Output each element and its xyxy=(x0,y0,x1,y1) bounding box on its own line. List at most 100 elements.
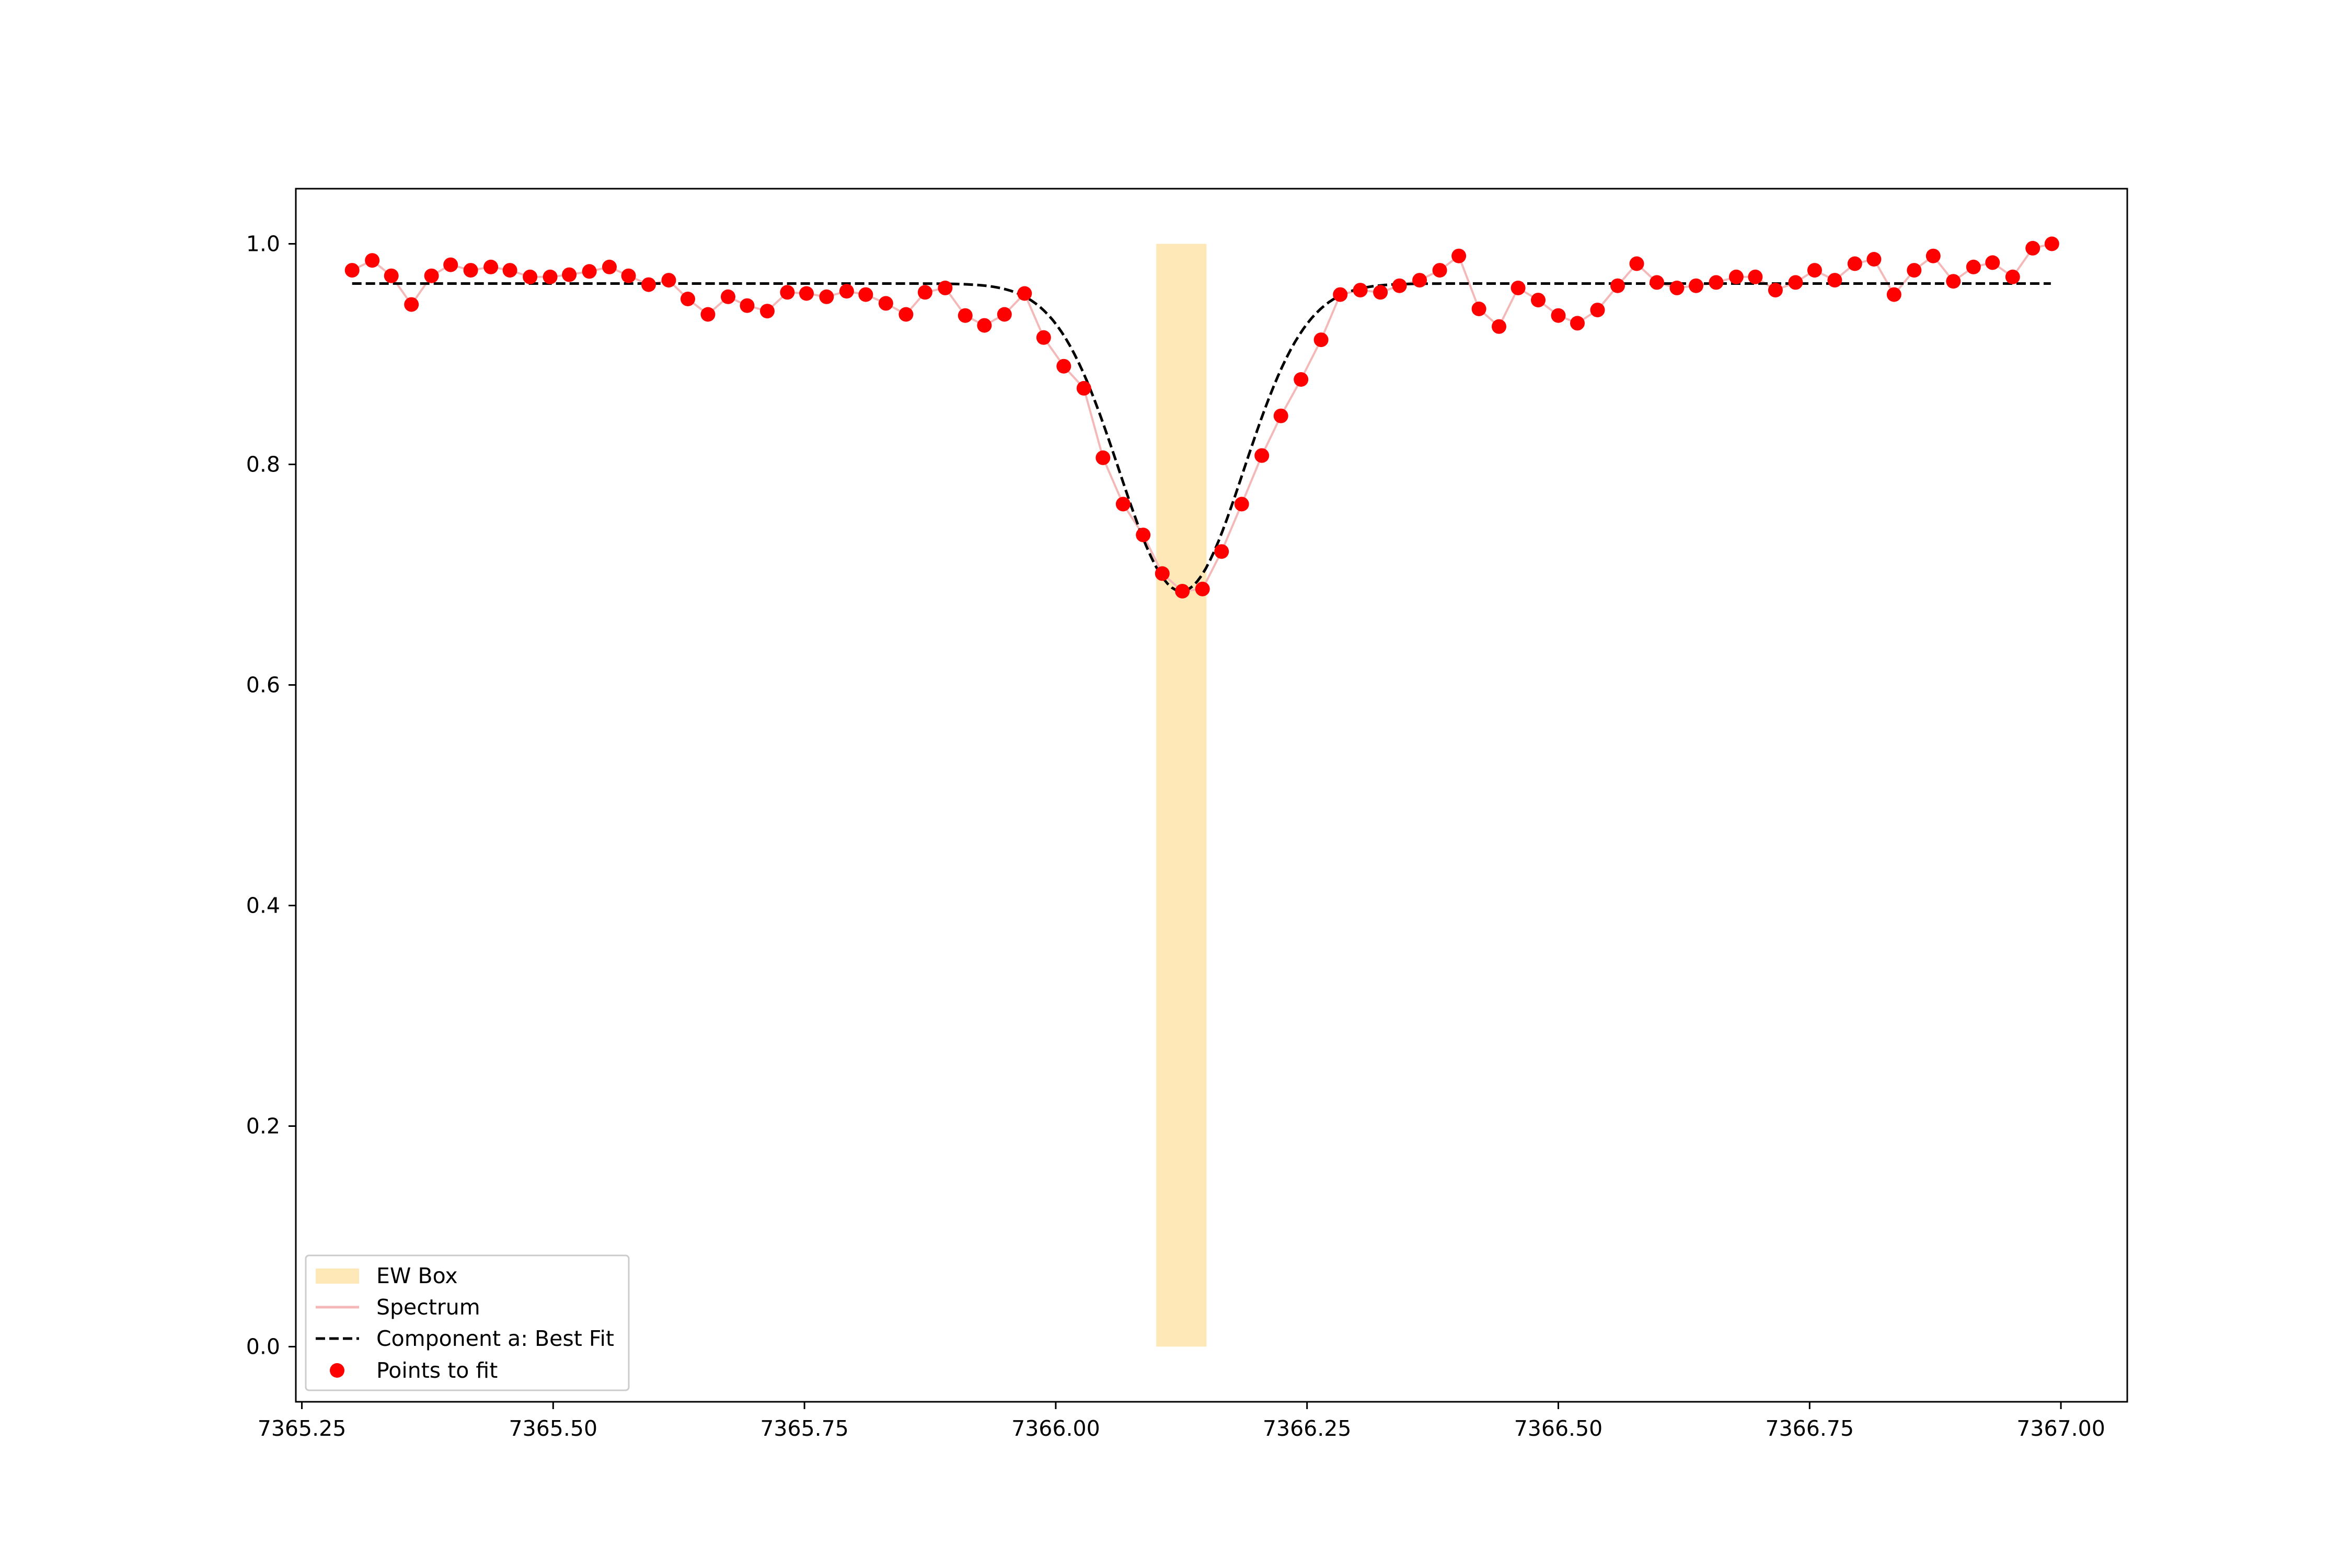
data-point xyxy=(681,292,695,306)
data-point xyxy=(661,273,676,288)
data-point xyxy=(1392,278,1407,293)
data-point xyxy=(1115,497,1131,512)
data-point xyxy=(602,259,617,274)
data-point xyxy=(1847,256,1862,271)
data-point xyxy=(1471,302,1486,316)
data-point xyxy=(1155,566,1170,581)
data-point xyxy=(1511,280,1526,295)
data-point xyxy=(1451,248,1467,263)
data-point xyxy=(1412,273,1427,288)
y-tick-label: 0.2 xyxy=(246,1114,280,1139)
data-point xyxy=(1036,330,1051,345)
legend-points-label: Points to fit xyxy=(376,1358,498,1383)
data-point xyxy=(1551,308,1566,323)
data-point xyxy=(463,263,478,278)
data-point xyxy=(1590,303,1605,318)
data-point xyxy=(621,268,636,283)
data-point xyxy=(1254,448,1270,463)
data-point xyxy=(1096,450,1111,465)
ew-box xyxy=(1156,244,1207,1347)
data-point xyxy=(1373,285,1388,300)
data-point xyxy=(1610,278,1625,293)
data-point xyxy=(1866,252,1882,267)
data-point xyxy=(1353,283,1368,298)
data-point xyxy=(1076,381,1091,396)
data-point xyxy=(344,263,360,278)
data-point xyxy=(2044,236,2059,251)
data-point xyxy=(1214,544,1229,559)
data-point xyxy=(799,286,814,301)
data-point xyxy=(1788,275,1803,290)
data-point xyxy=(365,253,380,268)
data-point xyxy=(760,304,775,319)
data-point xyxy=(1669,280,1685,295)
data-point xyxy=(1175,584,1190,599)
data-point xyxy=(898,307,914,322)
data-point xyxy=(1629,256,1644,271)
data-point xyxy=(1432,263,1447,278)
x-tick-label: 7366.25 xyxy=(1263,1416,1352,1441)
data-point xyxy=(1886,287,1901,302)
data-point xyxy=(858,287,873,302)
data-point xyxy=(1907,263,1922,278)
data-point xyxy=(404,297,419,312)
x-tick-label: 7367.00 xyxy=(2016,1416,2105,1441)
data-point xyxy=(424,268,439,283)
data-point xyxy=(1531,293,1546,308)
data-point xyxy=(1650,275,1664,290)
data-point xyxy=(1273,408,1288,423)
data-point xyxy=(997,307,1012,322)
legend-ew-box-label: EW Box xyxy=(376,1263,458,1288)
data-point xyxy=(1234,497,1249,512)
data-point xyxy=(878,296,893,311)
legend-frame xyxy=(305,1254,630,1391)
data-point xyxy=(1492,319,1506,334)
data-point xyxy=(2005,269,2020,284)
data-point xyxy=(740,298,755,313)
y-tick-label: 1.0 xyxy=(246,232,280,257)
plot-area xyxy=(295,188,2128,1403)
data-point xyxy=(958,308,973,323)
legend: EW Box Spectrum Component a: Best Fit Po… xyxy=(305,1254,630,1391)
data-point xyxy=(780,285,795,300)
y-tick-label: 0.4 xyxy=(246,893,280,918)
data-point xyxy=(917,285,932,300)
data-point xyxy=(977,318,992,333)
data-point xyxy=(1136,527,1151,543)
y-tick-label: 0.8 xyxy=(246,452,280,477)
legend-spectrum-label: Spectrum xyxy=(376,1295,480,1320)
data-point xyxy=(1946,274,1961,289)
data-point xyxy=(1056,359,1071,374)
data-point xyxy=(1689,278,1703,293)
x-tick-label: 7365.75 xyxy=(760,1416,849,1441)
data-point xyxy=(582,264,597,279)
data-point xyxy=(641,277,656,292)
data-point xyxy=(1728,269,1744,284)
data-point xyxy=(562,267,577,282)
data-point xyxy=(700,307,716,322)
x-tick-label: 7366.50 xyxy=(1514,1416,1603,1441)
legend-ew-box-swatch xyxy=(316,1269,359,1284)
data-point xyxy=(443,257,458,272)
data-point xyxy=(1985,255,2000,270)
legend-points-marker xyxy=(330,1363,344,1378)
legend-best-fit-label: Component a: Best Fit xyxy=(376,1326,614,1351)
data-point xyxy=(1313,332,1329,348)
y-tick-label: 0.0 xyxy=(246,1334,280,1359)
data-point xyxy=(938,280,953,295)
data-point xyxy=(1926,248,1941,263)
x-tick-label: 7366.75 xyxy=(1766,1416,1854,1441)
data-point xyxy=(1768,283,1783,298)
data-point xyxy=(1570,316,1585,331)
data-point xyxy=(502,263,517,278)
y-tick-label: 0.6 xyxy=(246,673,280,698)
axis-ticks: 7365.25 7365.50 7365.75 7366.00 7366.25 7366.… xyxy=(246,232,2105,1442)
data-point xyxy=(721,289,735,304)
data-point xyxy=(1294,372,1309,387)
data-point xyxy=(819,289,834,304)
data-point xyxy=(1709,275,1724,290)
x-tick-label: 7365.25 xyxy=(258,1416,347,1441)
data-point xyxy=(1333,287,1348,302)
data-point xyxy=(1748,269,1763,284)
